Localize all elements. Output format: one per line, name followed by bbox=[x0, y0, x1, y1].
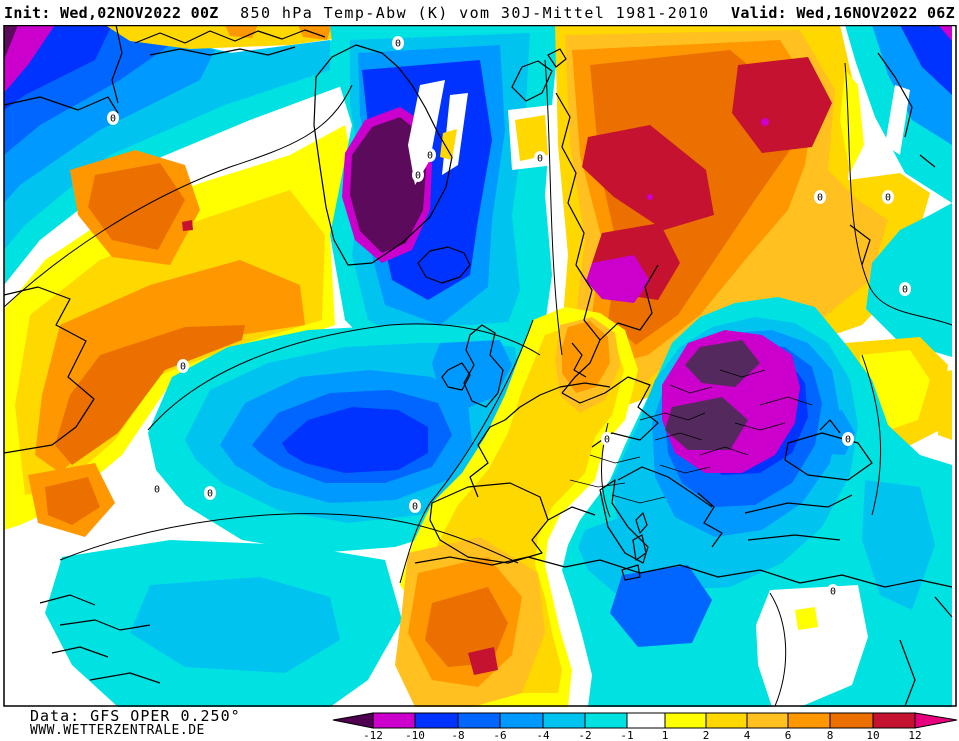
website-label: WWW.WETTERZENTRALE.DE bbox=[30, 723, 205, 738]
zero-label-halo bbox=[412, 168, 424, 182]
legend-tick: 10 bbox=[866, 729, 879, 741]
data-source-label: Data: GFS OPER 0.250° bbox=[30, 707, 241, 725]
legend-segment bbox=[626, 712, 666, 729]
zero-label-halo bbox=[899, 282, 911, 296]
cold-anomaly-subtropical-atlantic bbox=[45, 540, 402, 707]
legend-segment bbox=[457, 712, 501, 729]
zero-label: 0 bbox=[427, 151, 433, 162]
legend-segments bbox=[372, 712, 916, 729]
color-scale-legend: -12 -10 -8 -6 -4 -2 -1 1 2 4 6 8 10 12 bbox=[332, 712, 958, 741]
zero-label: 0 bbox=[154, 485, 160, 496]
legend-tick: 1 bbox=[662, 729, 669, 741]
warm-anomaly-scandinavia bbox=[555, 25, 930, 420]
legend-segment bbox=[414, 712, 459, 729]
legend-segment bbox=[829, 712, 874, 729]
zero-label-halo bbox=[882, 190, 894, 204]
legend-segment bbox=[542, 712, 586, 729]
zero-label: 0 bbox=[817, 193, 823, 204]
map-title: 850 hPa Temp-Abw (K) vom 30J-Mittel 1981… bbox=[240, 3, 710, 22]
coastlines bbox=[3, 25, 953, 707]
zero-label-halo bbox=[177, 359, 189, 373]
zero-label: 0 bbox=[604, 435, 610, 446]
title-bar: Init: Wed,02NOV2022 00Z 850 hPa Temp-Abw… bbox=[0, 0, 959, 25]
zero-label-halo bbox=[409, 499, 421, 513]
footer-text: Data: GFS OPER 0.250° WWW.WETTERZENTRALE… bbox=[30, 708, 241, 738]
zero-label: 0 bbox=[395, 39, 401, 50]
legend-tick-labels: -12 -10 -8 -6 -4 -2 -1 1 2 4 6 8 10 12 bbox=[363, 729, 922, 741]
legend-segment bbox=[584, 712, 628, 729]
zero-label-halo bbox=[392, 36, 404, 50]
zero-label: 0 bbox=[180, 362, 186, 373]
zero-label-halo bbox=[601, 432, 613, 446]
zero-label: 0 bbox=[902, 285, 908, 296]
legend-arrow-left bbox=[332, 712, 374, 729]
warm-anomaly-europe bbox=[395, 307, 638, 707]
legend-tick: 2 bbox=[703, 729, 710, 741]
legend-tick: -4 bbox=[536, 729, 550, 741]
zero-label-halo bbox=[534, 151, 546, 165]
zero-label: 0 bbox=[207, 489, 213, 500]
zero-label-halo bbox=[107, 111, 119, 125]
legend-segment bbox=[705, 712, 748, 729]
map-frame bbox=[3, 25, 957, 707]
valid-datetime: Valid: Wed,16NOV2022 06Z bbox=[731, 3, 955, 22]
legend-tick: 12 bbox=[908, 729, 921, 741]
legend-tick: -12 bbox=[363, 729, 383, 741]
legend-segment bbox=[664, 712, 707, 729]
footer-bar: Data: GFS OPER 0.250° WWW.WETTERZENTRALE… bbox=[0, 707, 959, 741]
zero-label: 0 bbox=[830, 587, 836, 598]
legend-tick: 6 bbox=[785, 729, 792, 741]
zero-label-halo bbox=[424, 148, 436, 162]
zero-label-halo bbox=[151, 482, 163, 496]
legend-tick: 8 bbox=[827, 729, 834, 741]
warm-anomaly-labrador bbox=[4, 125, 352, 537]
zero-label: 0 bbox=[110, 114, 116, 125]
country-borders bbox=[569, 369, 813, 504]
zero-label: 0 bbox=[415, 171, 421, 182]
cold-anomaly-greenland bbox=[330, 25, 560, 385]
legend-tick: -8 bbox=[451, 729, 464, 741]
legend-segment bbox=[787, 712, 831, 729]
legend-tick: -2 bbox=[578, 729, 591, 741]
zero-label-halo bbox=[827, 584, 839, 598]
zero-label-halo bbox=[204, 486, 216, 500]
legend-tick: 4 bbox=[744, 729, 751, 741]
legend-tick: -10 bbox=[405, 729, 425, 741]
legend-tick: -1 bbox=[620, 729, 633, 741]
zero-label-halo bbox=[814, 190, 826, 204]
init-datetime: Init: Wed,02NOV2022 00Z bbox=[4, 3, 219, 22]
zero-label: 0 bbox=[412, 502, 418, 513]
zero-contour-lines bbox=[3, 59, 953, 707]
legend-arrow-right bbox=[914, 712, 958, 729]
zero-label-halo bbox=[842, 432, 854, 446]
legend-tick: -6 bbox=[493, 729, 506, 741]
legend-segment bbox=[499, 712, 544, 729]
zero-label: 0 bbox=[845, 435, 851, 446]
legend-segment bbox=[746, 712, 789, 729]
legend-segment bbox=[372, 712, 416, 729]
zero-label: 0 bbox=[885, 193, 891, 204]
zero-label: 0 bbox=[537, 154, 543, 165]
legend-segment bbox=[872, 712, 916, 729]
cold-anomaly-balkans bbox=[562, 297, 952, 707]
